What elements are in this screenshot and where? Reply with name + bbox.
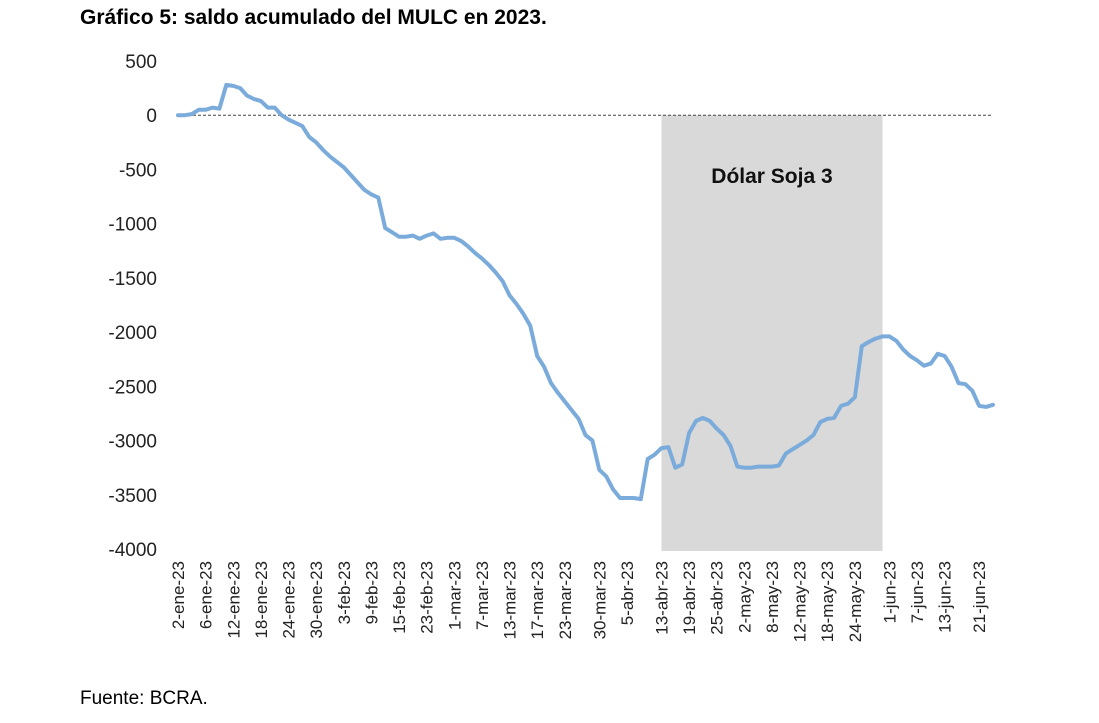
x-tick-label: 7-mar-23 (473, 561, 492, 630)
x-tick-label: 25-abr-23 (708, 561, 727, 635)
x-tick-label: 3-feb-23 (335, 561, 354, 624)
x-tick-label: 2-ene-23 (169, 561, 188, 629)
source-note: Fuente: BCRA. (80, 688, 208, 709)
y-tick-label: -2000 (108, 323, 157, 344)
dolar-soja-band (661, 115, 883, 551)
x-tick-label: 24-ene-23 (280, 561, 299, 639)
x-tick-label: 9-feb-23 (362, 561, 381, 624)
x-tick-label: 17-mar-23 (528, 561, 547, 639)
x-tick-label: 13-jun-23 (936, 561, 955, 633)
chart-title: Gráfico 5: saldo acumulado del MULC en 2… (80, 6, 547, 29)
x-tick-label: 18-may-23 (818, 561, 837, 642)
y-tick-label: -3500 (108, 486, 157, 507)
x-tick-label: 1-jun-23 (880, 561, 899, 623)
x-tick-label: 6-ene-23 (197, 561, 216, 629)
x-tick-label: 8-may-23 (763, 561, 782, 633)
y-tick-label: -4000 (108, 540, 157, 561)
x-tick-label: 13-mar-23 (501, 561, 520, 639)
x-tick-label: 21-jun-23 (970, 561, 989, 633)
x-tick-label: 24-may-23 (846, 561, 865, 642)
x-tick-label: 12-may-23 (791, 561, 810, 642)
x-tick-label: 13-abr-23 (652, 561, 671, 635)
y-tick-label: -1000 (108, 215, 157, 236)
x-tick-label: 19-abr-23 (680, 561, 699, 635)
x-tick-label: 15-feb-23 (390, 561, 409, 634)
shaded-band-layer: Dólar Soja 3 (661, 115, 883, 551)
series-layer (176, 82, 995, 502)
x-tick-label: 23-feb-23 (418, 561, 437, 634)
mulc-series-line (176, 82, 995, 502)
y-tick-label: -3000 (108, 432, 157, 453)
x-tick-label: 23-mar-23 (556, 561, 575, 639)
x-tick-label: 1-mar-23 (445, 561, 464, 630)
line-chart: Dólar Soja 3 500 0 -500 -1000 -1500 -2000 -250… (108, 52, 995, 642)
y-tick-label: 0 (146, 106, 157, 127)
x-tick-label: 30-ene-23 (307, 561, 326, 639)
x-tick-label: 18-ene-23 (252, 561, 271, 639)
y-tick-label: 500 (125, 52, 157, 73)
x-tick-label: 7-jun-23 (908, 561, 927, 623)
x-tick-label: 5-abr-23 (618, 561, 637, 625)
y-tick-label: -1500 (108, 269, 157, 290)
x-tick-label: 30-mar-23 (590, 561, 609, 639)
x-tick-label: 12-ene-23 (224, 561, 243, 639)
y-tick-label: -500 (119, 160, 157, 181)
x-tick-label: 2-may-23 (735, 561, 754, 633)
y-axis: 500 0 -500 -1000 -1500 -2000 -2500 -3000 -3500 -4… (108, 52, 157, 561)
band-label: Dólar Soja 3 (711, 165, 832, 188)
x-axis: 2-ene-23 6-ene-23 12-ene-23 18-ene-23 24-ene… (169, 561, 989, 642)
y-tick-label: -2500 (108, 377, 157, 398)
